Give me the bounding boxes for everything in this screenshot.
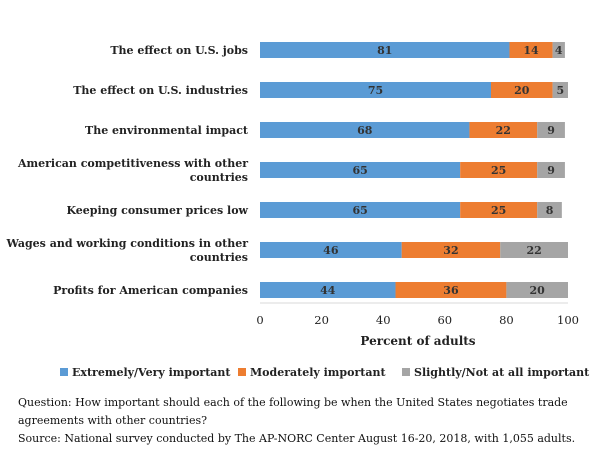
stacked-bar-chart: The effect on U.S. jobs 81 14 4 The effect o… [5,42,590,379]
category-label: American competitiveness with other count… [17,157,248,184]
bar-segment-moderately [460,202,538,218]
legend-label: Extremely/Very important [72,366,231,379]
category-label: Keeping consumer prices low [66,204,248,217]
bar-segment-slightly-not-at-all [500,242,568,258]
bar-segment-slightly-not-at-all [537,162,565,178]
x-tick-label: 40 [376,313,391,327]
legend-label: Slightly/Not at all important [414,366,590,379]
bar-segment-extremely-very [260,162,461,178]
bar-segment-moderately [469,122,538,138]
data-label: 20 [530,284,546,297]
bar-segment-slightly-not-at-all [552,82,568,98]
data-label: 36 [443,284,459,297]
data-label: 65 [352,164,367,177]
data-label: 5 [556,84,564,97]
category-label: Profits for American companies [53,284,248,297]
legend-label: Moderately important [250,366,386,379]
x-axis-title: Percent of adults [360,334,475,348]
data-label: 22 [526,244,541,257]
data-label: 44 [320,284,336,297]
data-label: 20 [514,84,530,97]
bar-segment-extremely-very [260,282,396,298]
chart-footer: Question: How important should each of t… [18,394,603,448]
category-label: The effect on U.S. jobs [110,44,248,57]
data-label: 46 [323,244,339,257]
data-label: 4 [555,44,563,57]
legend-swatch [238,368,246,376]
data-label: 75 [368,84,383,97]
bar-segment-moderately [491,82,553,98]
bar-segment-slightly-not-at-all [537,122,565,138]
bar-segment-moderately [460,162,538,178]
data-label: 25 [491,204,506,217]
category-label: Wages and working conditions in other cou… [5,237,248,264]
bar-segment-extremely-very [260,202,461,218]
bar-segment-extremely-very [260,242,402,258]
data-label: 68 [357,124,373,137]
data-label: 22 [496,124,511,137]
data-label: 25 [491,164,506,177]
x-tick-label: 60 [437,313,452,327]
data-label: 9 [547,164,555,177]
category-label: The effect on U.S. industries [73,84,248,97]
legend-swatch [60,368,68,376]
x-tick-label: 80 [499,313,514,327]
category-label: The environmental impact [85,124,249,137]
x-tick-label: 20 [314,313,329,327]
data-label: 65 [352,204,367,217]
bar-segment-extremely-very [260,122,470,138]
data-label: 8 [546,204,554,217]
bar-segment-extremely-very [260,82,491,98]
x-tick-label: 0 [256,313,263,327]
bar-segment-slightly-not-at-all [506,282,568,298]
data-label: 14 [523,44,539,57]
legend-swatch [402,368,410,376]
bar-segment-moderately [509,42,553,58]
x-tick-label: 100 [557,313,579,327]
data-label: 81 [377,44,392,57]
survey-question-note: Question: How important should each of t… [18,396,568,427]
data-label: 32 [443,244,458,257]
bar-segment-slightly-not-at-all [537,202,562,218]
bar-segment-extremely-very [260,42,510,58]
bar-segment-moderately [401,242,501,258]
bar-segment-moderately [395,282,507,298]
bar-segment-slightly-not-at-all [552,42,565,58]
source-note: Source: National survey conducted by The… [18,432,576,445]
data-label: 9 [547,124,555,137]
